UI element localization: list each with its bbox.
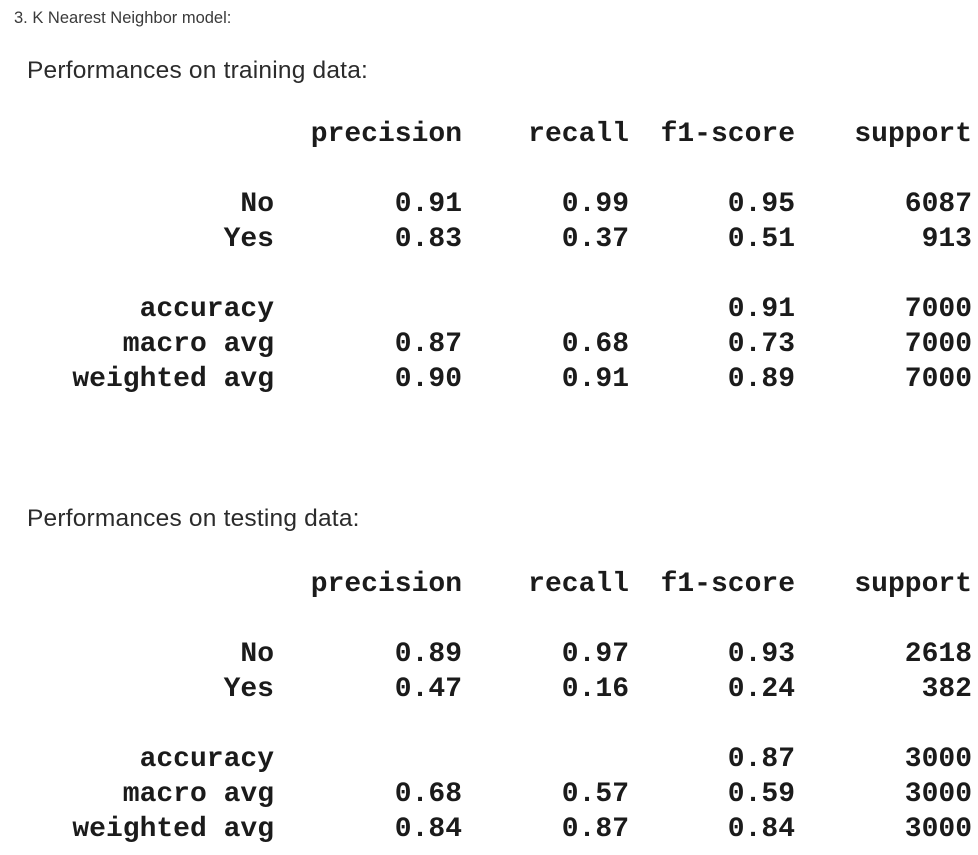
cell-f1score: 0.87: [727, 744, 795, 775]
cell-precision: 0.68: [394, 779, 462, 810]
row-label: accuracy: [139, 294, 274, 325]
col-header-precision: precision: [310, 119, 462, 150]
cell-precision: 0.90: [394, 364, 462, 395]
row-label: macro avg: [122, 329, 274, 360]
cell-f1score: 0.95: [727, 189, 795, 220]
cell-support: 382: [921, 674, 972, 705]
row-label: Yes: [223, 224, 274, 255]
col-header-support: support: [854, 119, 972, 150]
cell-support: 7000: [904, 294, 972, 325]
row-label: macro avg: [122, 779, 274, 810]
cell-f1score: 0.84: [727, 814, 795, 845]
cell-support: 2618: [904, 639, 972, 670]
cell-support: 6087: [904, 189, 972, 220]
cell-f1score: 0.91: [727, 294, 795, 325]
page-title: 3. K Nearest Neighbor model:: [14, 9, 232, 27]
testing-section-heading: Performances on testing data:: [27, 505, 360, 532]
cell-precision: [274, 742, 462, 777]
cell-f1score: 0.93: [727, 639, 795, 670]
row-label: No: [240, 189, 274, 220]
testing-classification-report: precision recall f1-score support No 0.8…: [72, 567, 972, 847]
cell-support: 7000: [904, 329, 972, 360]
cell-recall: [462, 292, 629, 327]
cell-precision: 0.47: [394, 674, 462, 705]
cell-precision: [274, 292, 462, 327]
row-label: accuracy: [139, 744, 274, 775]
blank-line: [72, 707, 972, 742]
col-header-support: support: [854, 569, 972, 600]
cell-recall: 0.16: [561, 674, 629, 705]
cell-support: 7000: [904, 364, 972, 395]
cell-f1score: 0.51: [727, 224, 795, 255]
blank-line: [72, 602, 972, 637]
cell-recall: 0.57: [561, 779, 629, 810]
cell-recall: [462, 742, 629, 777]
row-label: weighted avg: [72, 814, 274, 845]
cell-precision: 0.87: [394, 329, 462, 360]
cell-support: 3000: [904, 814, 972, 845]
cell-recall: 0.68: [561, 329, 629, 360]
col-header-recall: recall: [528, 119, 629, 150]
row-label: weighted avg: [72, 364, 274, 395]
cell-support: 3000: [904, 779, 972, 810]
blank-line: [72, 257, 972, 292]
cell-recall: 0.87: [561, 814, 629, 845]
col-header-recall: recall: [528, 569, 629, 600]
col-header-f1score: f1-score: [660, 569, 795, 600]
corner-blank-cell: [72, 117, 274, 152]
cell-precision: 0.83: [394, 224, 462, 255]
training-classification-report: precision recall f1-score support No 0.9…: [72, 117, 972, 397]
cell-support: 913: [921, 224, 972, 255]
cell-recall: 0.91: [561, 364, 629, 395]
cell-recall: 0.37: [561, 224, 629, 255]
cell-recall: 0.99: [561, 189, 629, 220]
blank-line: [72, 152, 972, 187]
row-label: Yes: [223, 674, 274, 705]
cell-f1score: 0.89: [727, 364, 795, 395]
cell-f1score: 0.59: [727, 779, 795, 810]
cell-support: 3000: [904, 744, 972, 775]
cell-f1score: 0.24: [727, 674, 795, 705]
cell-precision: 0.89: [394, 639, 462, 670]
row-label: No: [240, 639, 274, 670]
cell-precision: 0.84: [394, 814, 462, 845]
cell-recall: 0.97: [561, 639, 629, 670]
col-header-precision: precision: [310, 569, 462, 600]
training-section-heading: Performances on training data:: [27, 57, 369, 84]
cell-f1score: 0.73: [727, 329, 795, 360]
col-header-f1score: f1-score: [660, 119, 795, 150]
cell-precision: 0.91: [394, 189, 462, 220]
corner-blank-cell: [72, 567, 274, 602]
